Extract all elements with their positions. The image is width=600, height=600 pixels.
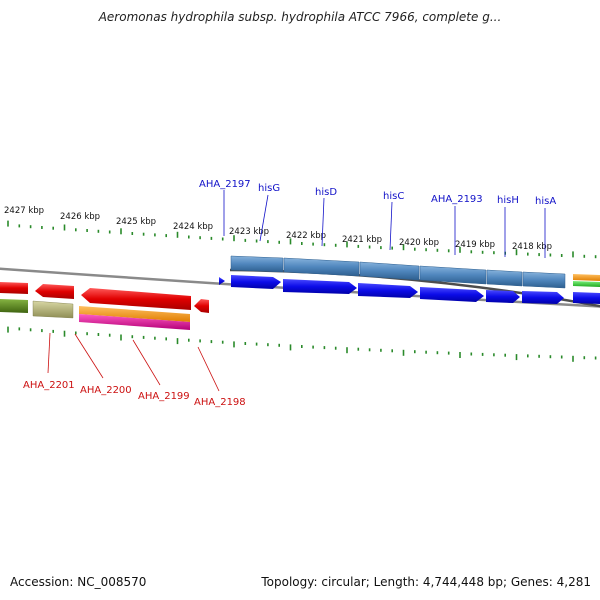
gene-arrow-hisA xyxy=(522,291,564,304)
scale-label: 2423 kbp xyxy=(229,227,269,237)
forward-operon-bar[interactable] xyxy=(230,255,566,289)
gene-label-hisG[interactable]: hisG xyxy=(258,183,280,194)
scale-label: 2426 kbp xyxy=(60,212,100,222)
map-title: Aeromonas hydrophila subsp. hydrophila A… xyxy=(98,10,502,24)
scale-label: 2421 kbp xyxy=(342,235,382,245)
gene-arrow-AHA_2197 xyxy=(219,277,225,285)
scale-label: 2425 kbp xyxy=(116,217,156,227)
scale-ticks-top xyxy=(7,220,597,259)
gene-label-hisA[interactable]: hisA xyxy=(535,196,556,207)
reverse-genes[interactable] xyxy=(0,282,209,313)
gene-arrow-hisC xyxy=(358,283,418,298)
gene-arrow-hisD xyxy=(283,279,357,294)
gene-arrow-hisG xyxy=(231,275,281,289)
gene-label-AHA_2193[interactable]: AHA_2193 xyxy=(431,194,483,205)
scale-label: 2419 kbp xyxy=(455,240,495,250)
scale-label: 2420 kbp xyxy=(399,238,439,248)
scale-label: 2427 kbp xyxy=(4,206,44,216)
scale-ticks-bottom xyxy=(7,326,597,362)
gene-arrow-AHA_2200 xyxy=(81,288,191,310)
gene-arrow-left-edge xyxy=(0,282,28,294)
gene-arrow-AHA_2198 xyxy=(194,299,209,313)
edge-features-right[interactable] xyxy=(573,274,600,304)
gene-label-AHA_2199[interactable]: AHA_2199 xyxy=(138,391,190,402)
topology-label: Topology: circular; Length: 4,744,448 bp… xyxy=(261,575,591,589)
gene-label-AHA_2197[interactable]: AHA_2197 xyxy=(199,179,251,190)
gene-arrow-hisH xyxy=(486,290,520,303)
forward-genes[interactable] xyxy=(219,275,564,304)
gene-label-hisD[interactable]: hisD xyxy=(315,187,337,198)
scale-labels: 2427 kbp 2426 kbp 2425 kbp 2424 kbp 2423… xyxy=(4,206,552,252)
gene-arrow-AHA_2193 xyxy=(420,287,484,302)
gene-label-hisH[interactable]: hisH xyxy=(497,195,519,206)
gene-label-AHA_2201[interactable]: AHA_2201 xyxy=(23,380,75,391)
gene-arrow-AHA_2201 xyxy=(35,284,74,299)
scale-label: 2424 kbp xyxy=(173,222,213,232)
scale-label: 2422 kbp xyxy=(286,231,326,241)
gene-labels-top: AHA_2197 hisG hisD hisC AHA_2193 hisH hi… xyxy=(199,179,556,258)
reverse-features[interactable] xyxy=(0,299,190,330)
accession-label: Accession: NC_008570 xyxy=(10,575,147,589)
scale-label: 2418 kbp xyxy=(512,242,552,252)
gene-label-AHA_2200[interactable]: AHA_2200 xyxy=(80,385,132,396)
gene-labels-bottom: AHA_2201 AHA_2200 AHA_2199 AHA_2198 xyxy=(23,332,246,408)
gene-label-hisC[interactable]: hisC xyxy=(383,191,404,202)
gene-label-AHA_2198[interactable]: AHA_2198 xyxy=(194,397,246,408)
